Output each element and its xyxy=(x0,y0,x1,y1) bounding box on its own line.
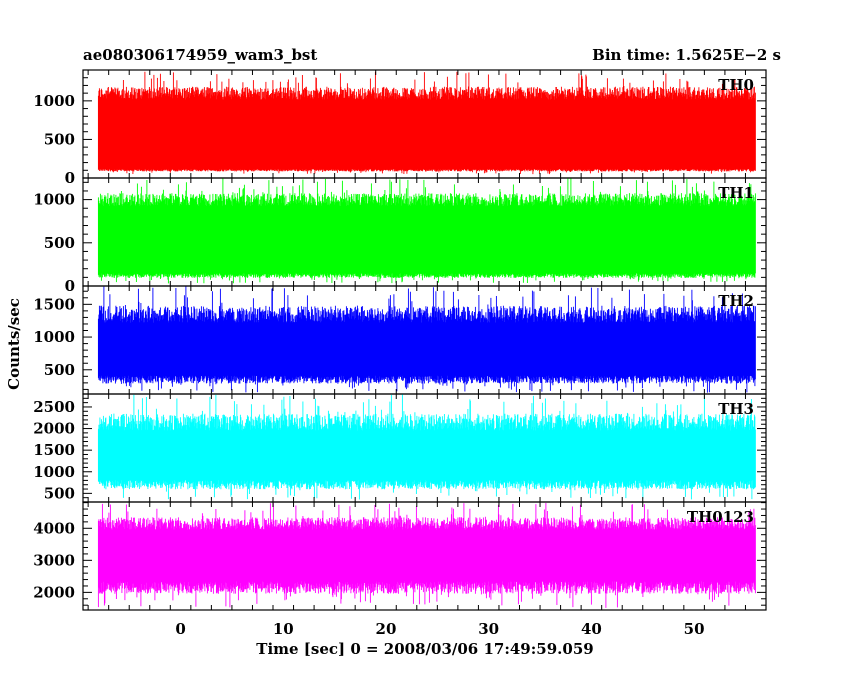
panel-label-th1: TH1 xyxy=(718,184,754,202)
y-axis-label: Counts/sec xyxy=(5,298,23,390)
panel-label-th3: TH3 xyxy=(718,400,754,418)
bin-time-label: Bin time: 1.5625E−2 s xyxy=(592,46,781,64)
series-th2 xyxy=(97,286,756,393)
x-axis: 0 10 20 30 40 50 xyxy=(175,620,704,638)
x-tick-label: 0 xyxy=(175,620,185,638)
panels: 0 500 1000 TH0 0 500 1000 TH1 500 1000 1500 TH2 500 1… xyxy=(33,69,767,611)
y-tick-label: 0 xyxy=(65,277,75,295)
y-tick-label: 3000 xyxy=(33,551,75,569)
x-tick-label: 10 xyxy=(273,620,294,638)
x-tick-label: 20 xyxy=(376,620,397,638)
y-tick-label: 1000 xyxy=(33,328,75,346)
series-th0 xyxy=(97,71,756,175)
panel-th0: 0 500 1000 TH0 xyxy=(33,69,767,187)
y-tick-label: 1000 xyxy=(33,463,75,481)
y-tick-label: 2000 xyxy=(33,583,75,601)
y-tick-label: 2000 xyxy=(33,420,75,438)
panel-label-th0123: TH0123 xyxy=(687,508,754,526)
x-tick-label: 50 xyxy=(684,620,705,638)
y-tick-label: 500 xyxy=(44,484,75,502)
y-tick-label: 4000 xyxy=(33,519,75,537)
panel-label-th2: TH2 xyxy=(718,292,754,310)
x-tick-label: 40 xyxy=(581,620,602,638)
panel-th0123: 2000 3000 4000 TH0123 xyxy=(33,501,767,611)
panel-th1: 0 500 1000 TH1 xyxy=(33,177,767,295)
series-th1 xyxy=(97,178,756,284)
panel-label-th0: TH0 xyxy=(718,76,754,94)
y-tick-label: 1500 xyxy=(33,295,75,313)
x-axis-label: Time [sec] 0 = 2008/03/06 17:49:59.059 xyxy=(256,640,593,658)
y-tick-label: 500 xyxy=(44,234,75,252)
y-tick-label: 1000 xyxy=(33,191,75,209)
y-tick-label: 500 xyxy=(44,361,75,379)
series-th0123 xyxy=(97,503,756,608)
y-tick-label: 1500 xyxy=(33,441,75,459)
x-tick-label: 30 xyxy=(478,620,499,638)
chart-title: ae080306174959_wam3_bst xyxy=(83,46,317,64)
y-tick-label: 500 xyxy=(44,130,75,148)
series-th3 xyxy=(97,394,756,500)
panel-th3: 500 1000 1500 2000 2500 TH3 xyxy=(33,393,767,503)
panel-frame xyxy=(82,501,767,611)
y-tick-label: 0 xyxy=(65,169,75,187)
y-tick-label: 2500 xyxy=(33,398,75,416)
y-tick-label: 1000 xyxy=(33,92,75,110)
panel-th2: 500 1000 1500 TH2 xyxy=(33,285,767,395)
